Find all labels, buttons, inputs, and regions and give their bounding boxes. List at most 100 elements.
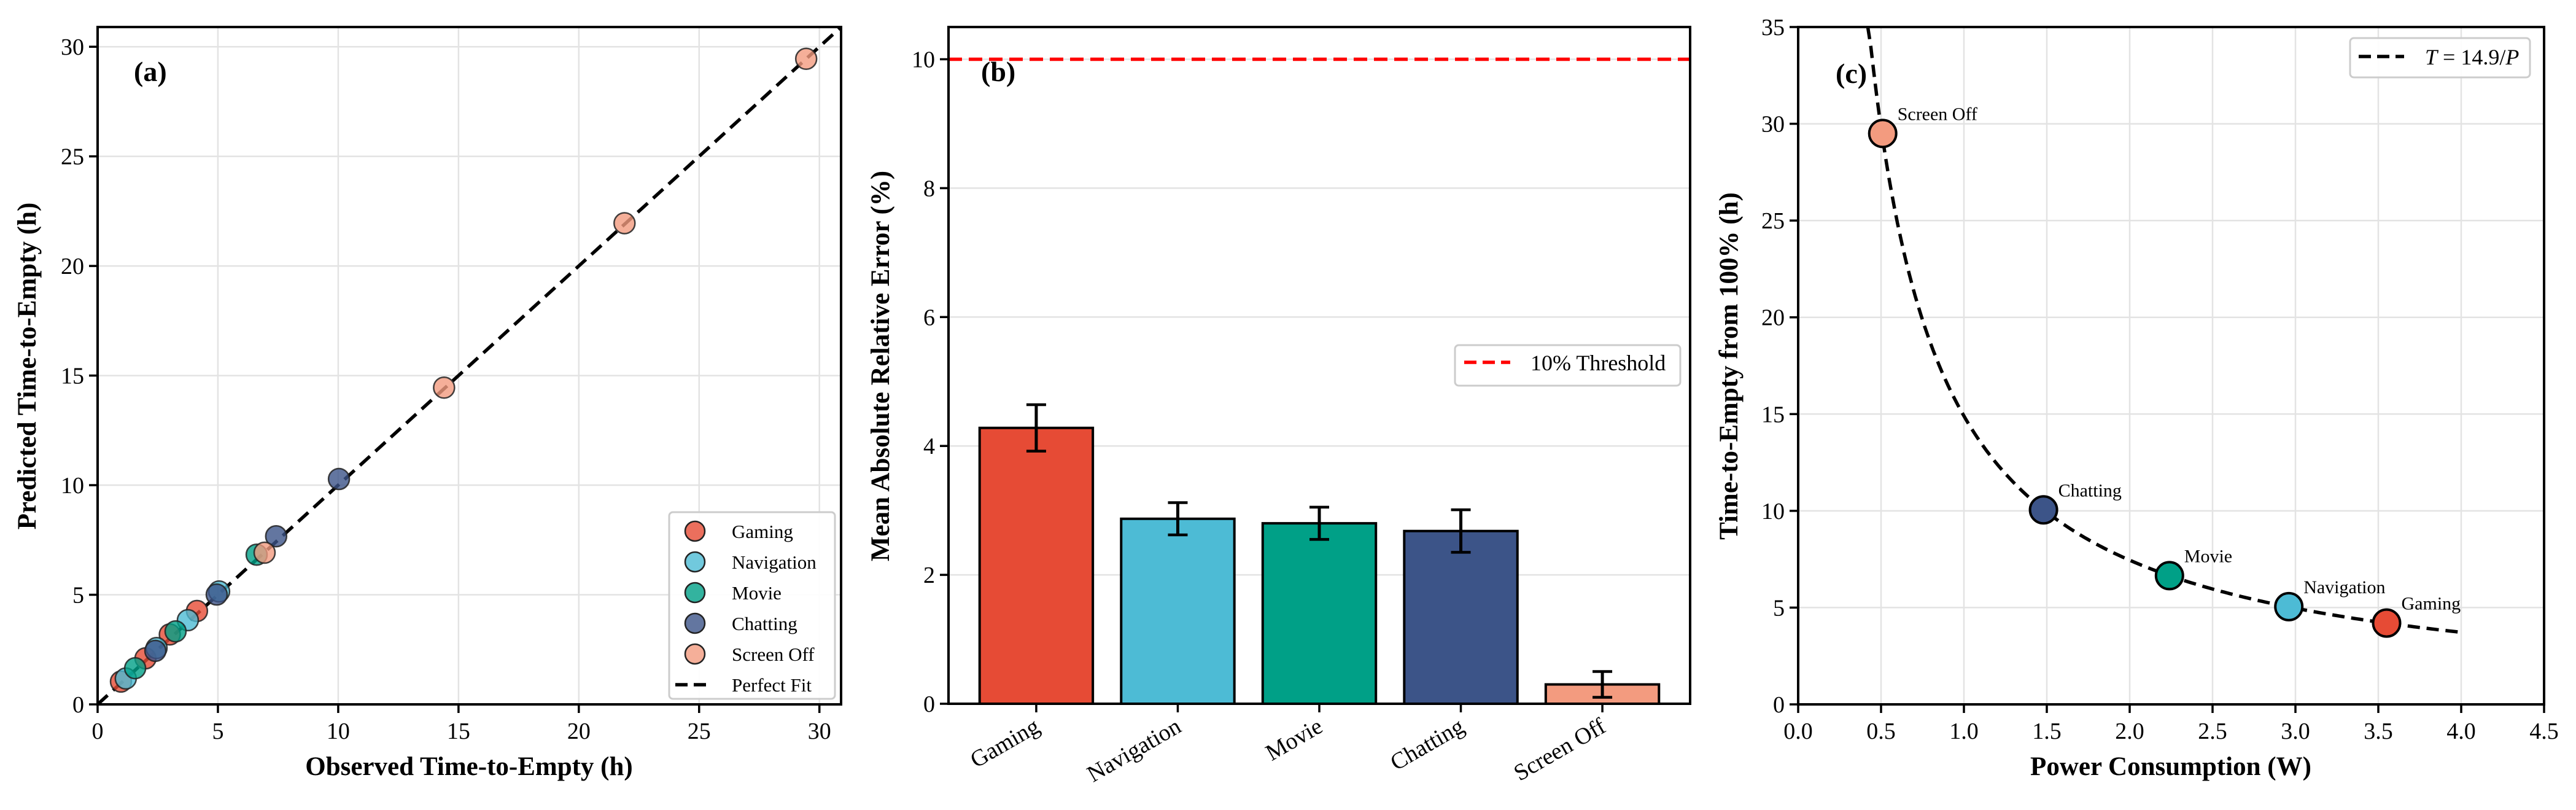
y-tick-label: 10 (61, 473, 84, 499)
y-tick-label: 10 (912, 47, 935, 72)
panel-a-grid (96, 27, 841, 706)
point-chatting (205, 583, 228, 606)
legend-label-gaming: Gaming (732, 521, 793, 542)
y-tick-label: 20 (61, 254, 84, 279)
x-tick-label: 3.0 (2281, 718, 2310, 744)
legend-label-threshold: 10% Threshold (1530, 351, 1666, 375)
legend-label-perfect-fit: Perfect Fit (732, 674, 812, 696)
y-tick-label: 20 (1761, 305, 1785, 331)
legend-label-chatting: Chatting (732, 613, 797, 634)
x-tick-label: 2.0 (2115, 718, 2144, 744)
x-tick-label-navigation: Navigation (1083, 713, 1185, 787)
y-tick-label: 2 (923, 563, 935, 588)
x-tick-label: 15 (447, 718, 470, 744)
point-chatting (265, 524, 288, 548)
y-tick-label: 0 (923, 691, 935, 717)
x-tick-label-screen-off: Screen Off (1510, 713, 1610, 786)
x-tick-label-gaming: Gaming (966, 713, 1044, 773)
y-tick-label: 30 (1761, 112, 1785, 138)
x-tick-label: 25 (688, 718, 711, 744)
point-chatting (2028, 495, 2058, 525)
y-tick-label: 8 (923, 176, 935, 201)
legend-label-curve: T = 14.9/P (2425, 45, 2519, 69)
bar-chatting (1403, 529, 1519, 705)
x-tick-label: 1.0 (1949, 718, 1979, 744)
x-tick-label-movie: Movie (1262, 713, 1327, 766)
panel-c-frame (1797, 26, 2545, 706)
y-tick-label: 25 (61, 144, 84, 170)
x-tick-label: 0.0 (1783, 718, 1813, 744)
panel-c-x-axis-title: Power Consumption (W) (2030, 752, 2311, 781)
point-gaming (2372, 608, 2402, 638)
annotation-chatting: Chatting (2058, 480, 2122, 500)
point-movie (123, 656, 147, 680)
y-tick-label: 35 (1761, 15, 1785, 41)
panel-a-x-axis-title: Observed Time-to-Empty (h) (305, 752, 633, 781)
y-tick-label: 6 (923, 305, 935, 330)
legend-swatch-gaming (684, 520, 706, 542)
x-tick-label: 2.5 (2198, 718, 2227, 744)
point-chatting (144, 639, 167, 663)
legend-box (668, 511, 836, 700)
bar-navigation (1120, 517, 1236, 706)
panel-a-y-axis-title: Predicted Time-to-Empty (h) (13, 203, 42, 530)
annotation-gaming: Gaming (2402, 594, 2461, 614)
bar-gaming (978, 426, 1095, 706)
y-tick-label: 30 (61, 34, 84, 60)
annotation-navigation: Navigation (2303, 577, 2385, 598)
x-tick-label: 4.5 (2529, 718, 2559, 744)
legend-label-navigation: Navigation (732, 551, 817, 573)
y-tick-label: 4 (923, 434, 935, 459)
x-tick-label: 1.5 (2032, 718, 2062, 744)
x-tick-label: 3.5 (2364, 718, 2393, 744)
panel-b-bar-mare: 0 2 4 6 8 10 Gaming Navigation Movie Chatting Scre… (866, 26, 1691, 787)
x-tick-label: 4.0 (2446, 718, 2476, 744)
panel-c-label: (c) (1836, 58, 1867, 89)
x-tick-label: 5 (212, 718, 223, 744)
panel-b-frame (947, 26, 1691, 705)
point-navigation (2274, 591, 2304, 621)
y-tick-label: 0 (72, 692, 84, 718)
legend-swatch-navigation (684, 551, 706, 573)
panel-c-power-vs-tte: Screen OffChattingMovieNavigationGaming … (1715, 15, 2559, 781)
x-tick-label: 0 (92, 718, 104, 744)
annotation-movie: Movie (2184, 546, 2232, 566)
x-tick-label: 20 (567, 718, 591, 744)
legend-box (1454, 344, 1682, 387)
bar-movie (1261, 522, 1378, 706)
x-tick-label: 0.5 (1866, 718, 1896, 744)
legend-label-movie: Movie (732, 582, 782, 604)
inverse-power-curve (1866, 26, 2462, 634)
panel-c-y-axis-title: Time-to-Empty from 100% (h) (1715, 192, 1744, 540)
y-tick-label: 0 (1773, 692, 1785, 718)
legend-swatch-chatting (684, 612, 706, 634)
panel-b-legend: 10% Threshold (1454, 344, 1682, 387)
panel-c-ticks: 0 5 10 15 20 25 30 35 0.0 0.5 1.0 1.5 2.0 2.5 3.0 3.5 4.… (1761, 15, 2559, 744)
point-chatting (327, 467, 351, 491)
point-screen-off (253, 541, 276, 564)
y-tick-label: 25 (1761, 208, 1785, 234)
panel-a-ticks: 0 5 10 15 20 25 30 0 5 10 15 20 25 30 (61, 34, 831, 744)
panel-a-frame (96, 26, 842, 706)
x-tick-label: 30 (808, 718, 831, 744)
legend-label-screen-off: Screen Off (732, 644, 815, 665)
panel-a-points (109, 47, 818, 693)
point-screen-off (613, 212, 636, 235)
panel-b-label: (b) (981, 56, 1015, 87)
x-tick-label: 10 (327, 718, 350, 744)
legend-swatch-screen-off (684, 643, 706, 665)
y-tick-label: 15 (1761, 402, 1785, 427)
panel-a-scatter-observed-vs-predicted: 0 5 10 15 20 25 30 0 5 10 15 20 25 30 (a) Observed Ti… (13, 25, 842, 781)
x-tick-label-chatting: Chatting (1386, 713, 1468, 776)
panel-b-y-axis-title: Mean Absolute Relative Error (%) (866, 171, 895, 561)
point-movie (2154, 561, 2184, 591)
point-movie (164, 620, 187, 643)
y-tick-label: 5 (1773, 595, 1785, 621)
panel-a-label: (a) (134, 56, 167, 87)
annotation-screen-off: Screen Off (1898, 104, 1977, 124)
legend-box (2349, 37, 2531, 79)
point-screen-off (794, 47, 818, 71)
legend-swatch-movie (684, 582, 706, 604)
y-tick-label: 15 (61, 364, 84, 389)
panel-a-legend: Gaming Navigation Movie Chatting Screen Off P… (668, 511, 836, 700)
